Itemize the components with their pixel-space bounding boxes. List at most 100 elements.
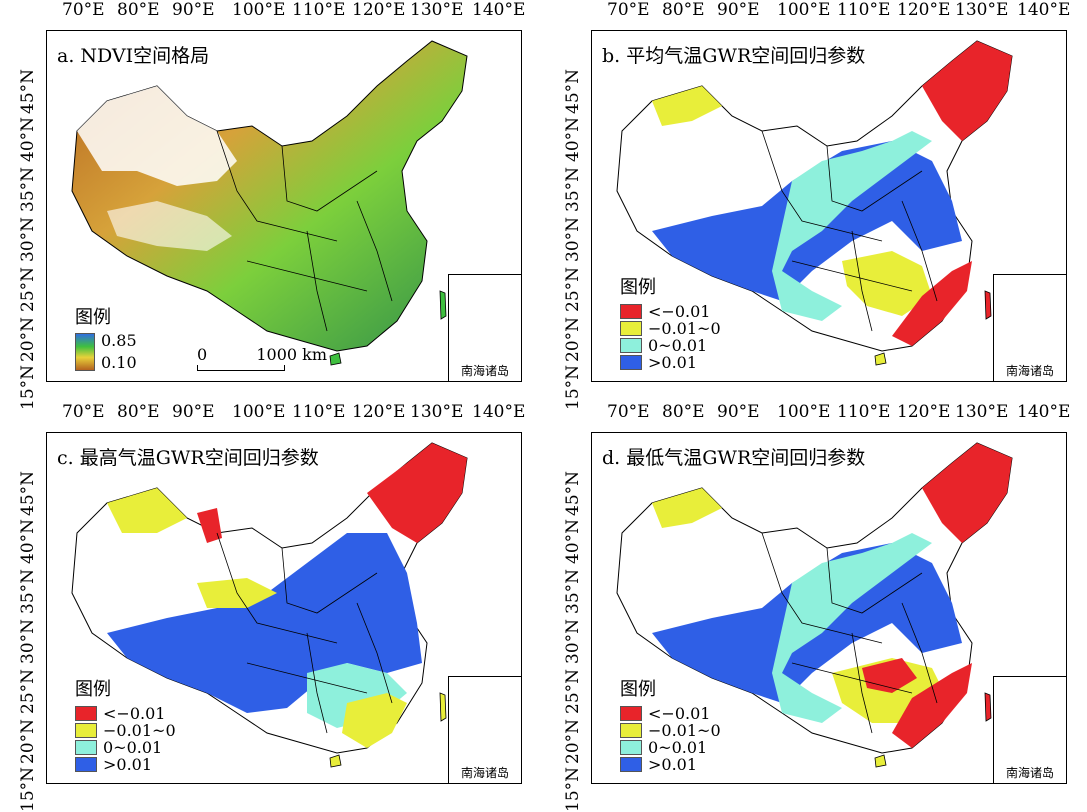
lat-label: 40°N [18, 116, 38, 162]
inset-label: 南海诸岛 [460, 364, 509, 378]
white-tibet-region [107, 201, 232, 251]
legend-item: −0.01~0 [75, 721, 176, 740]
lon-label: 110°E [837, 402, 891, 422]
province-borders [216, 130, 393, 332]
region-neg-strong-ne [367, 443, 467, 543]
lat-label: 15°N [18, 766, 38, 812]
region-pos-strong [107, 533, 422, 713]
lon-label: 90°E [172, 0, 215, 20]
lon-label: 100°E [777, 0, 831, 20]
scale-line [197, 365, 285, 371]
legend-item: <−0.01 [75, 704, 176, 723]
lon-label: 130°E [955, 0, 1009, 20]
legend: 图例 <−0.01 −0.01~0 0~0.01 >0.01 [75, 675, 176, 774]
south-china-sea-inset: 南海诸岛 [993, 676, 1066, 783]
lat-label: 30°N [18, 216, 38, 262]
panel-title: b. 平均气温GWR空间回归参数 [602, 45, 866, 67]
legend: 图例 <−0.01 −0.01~0 0~0.01 >0.01 [620, 675, 721, 774]
lat-label: 35°N [563, 166, 583, 212]
lat-label: 20°N [18, 718, 38, 764]
inset-label: 南海诸岛 [1005, 364, 1054, 378]
lon-label: 110°E [837, 0, 891, 20]
lon-label: 130°E [955, 402, 1009, 422]
legend-title: 图例 [620, 679, 656, 700]
region-pos-weak [772, 131, 932, 321]
region-neg-weak-nw [652, 488, 722, 528]
lon-label: 120°E [352, 402, 406, 422]
legend: 图例 <−0.01 −0.01~0 0~0.01 >0.01 [620, 273, 721, 372]
map-frame: d. 最低气温GWR空间回归参数 图例 <−0.01 −0.01~0 0~0.01 >0… [591, 432, 1067, 784]
lon-label: 100°E [232, 0, 286, 20]
legend-item: <−0.01 [620, 302, 721, 321]
legend-label: −0.01~0 [648, 721, 721, 740]
lon-label: 110°E [292, 402, 346, 422]
legend-item: >0.01 [75, 755, 176, 774]
region-neg-strong-ne [922, 41, 1012, 141]
legend-label: <−0.01 [648, 704, 711, 723]
lat-label: 30°N [18, 618, 38, 664]
map-svg [616, 40, 1013, 366]
region-neg-strong-se [892, 261, 972, 346]
lat-label: 30°N [563, 618, 583, 664]
map-svg [71, 40, 468, 366]
lon-label: 120°E [897, 0, 951, 20]
region-neg-weak [342, 693, 407, 748]
province-borders [761, 532, 938, 734]
lat-label: 25°N [563, 668, 583, 714]
lon-label: 140°E [1017, 402, 1071, 422]
legend-label: 0~0.01 [648, 336, 708, 355]
panel-title: c. 最高气温GWR空间回归参数 [57, 447, 319, 469]
map-frame: c. 最高气温GWR空间回归参数 图例 <−0.01 −0.01~0 0~0.01 >0… [46, 432, 522, 784]
legend-item: >0.01 [620, 353, 721, 372]
panel-b: 70°E 80°E 90°E 100°E 110°E 120°E 130°E 140°E 15… [545, 0, 1080, 410]
hainan-shape [874, 754, 887, 768]
map-frame: b. 平均气温GWR空间回归参数 图例 <−0.01 −0.01~0 0~0.01 >0… [591, 30, 1067, 382]
lat-label: 35°N [563, 568, 583, 614]
inset-label: 南海诸岛 [460, 766, 509, 780]
legend-label: >0.01 [103, 755, 153, 774]
legend-swatch [620, 740, 642, 755]
gradient-min: 0.10 [101, 353, 137, 372]
legend-swatch [620, 304, 642, 319]
legend-swatch [620, 706, 642, 721]
legend-label: >0.01 [648, 353, 698, 372]
legend-swatch [620, 338, 642, 353]
lat-label: 20°N [563, 316, 583, 362]
legend-swatch [75, 706, 97, 721]
south-china-sea-inset: 南海诸岛 [993, 274, 1066, 381]
scale-zero: 0 [197, 345, 208, 364]
region-neg-strong-ne [922, 443, 1012, 543]
legend-item: <−0.01 [620, 704, 721, 723]
lon-label: 120°E [897, 402, 951, 422]
region-neg-weak-nw [107, 488, 187, 533]
hainan-shape [874, 352, 887, 366]
lon-label: 70°E [62, 402, 105, 422]
legend-item: −0.01~0 [620, 319, 721, 338]
legend-label: −0.01~0 [103, 721, 176, 740]
legend: 图例 0.85 0.10 [75, 303, 137, 371]
lon-label: 140°E [472, 402, 526, 422]
lon-label: 80°E [662, 0, 705, 20]
legend-item: −0.01~0 [620, 721, 721, 740]
inset-label: 南海诸岛 [1005, 766, 1054, 780]
lon-label: 70°E [62, 0, 105, 20]
lat-label: 40°N [18, 518, 38, 564]
legend-label: −0.01~0 [648, 319, 721, 338]
lat-label: 30°N [563, 216, 583, 262]
legend-item: 0~0.01 [75, 738, 176, 757]
lon-label: 70°E [607, 402, 650, 422]
legend-label: 0~0.01 [103, 738, 163, 757]
map-svg [616, 442, 1013, 768]
lon-label: 70°E [607, 0, 650, 20]
white-desert-region [77, 86, 237, 186]
legend-title: 图例 [75, 679, 111, 700]
lat-label: 45°N [563, 68, 583, 114]
lon-label: 100°E [232, 402, 286, 422]
gradient-max: 0.85 [101, 331, 137, 350]
panel-a: 70°E 80°E 90°E 100°E 110°E 120°E 130°E 140°E 15… [0, 0, 535, 410]
legend-label: 0~0.01 [648, 738, 708, 757]
map-frame: a. NDVI空间格局 图例 0.85 0.10 0 1000 km 南海诸岛 [46, 30, 522, 382]
panel-title: a. NDVI空间格局 [57, 45, 210, 67]
province-borders [216, 532, 393, 734]
map-svg [71, 442, 468, 768]
